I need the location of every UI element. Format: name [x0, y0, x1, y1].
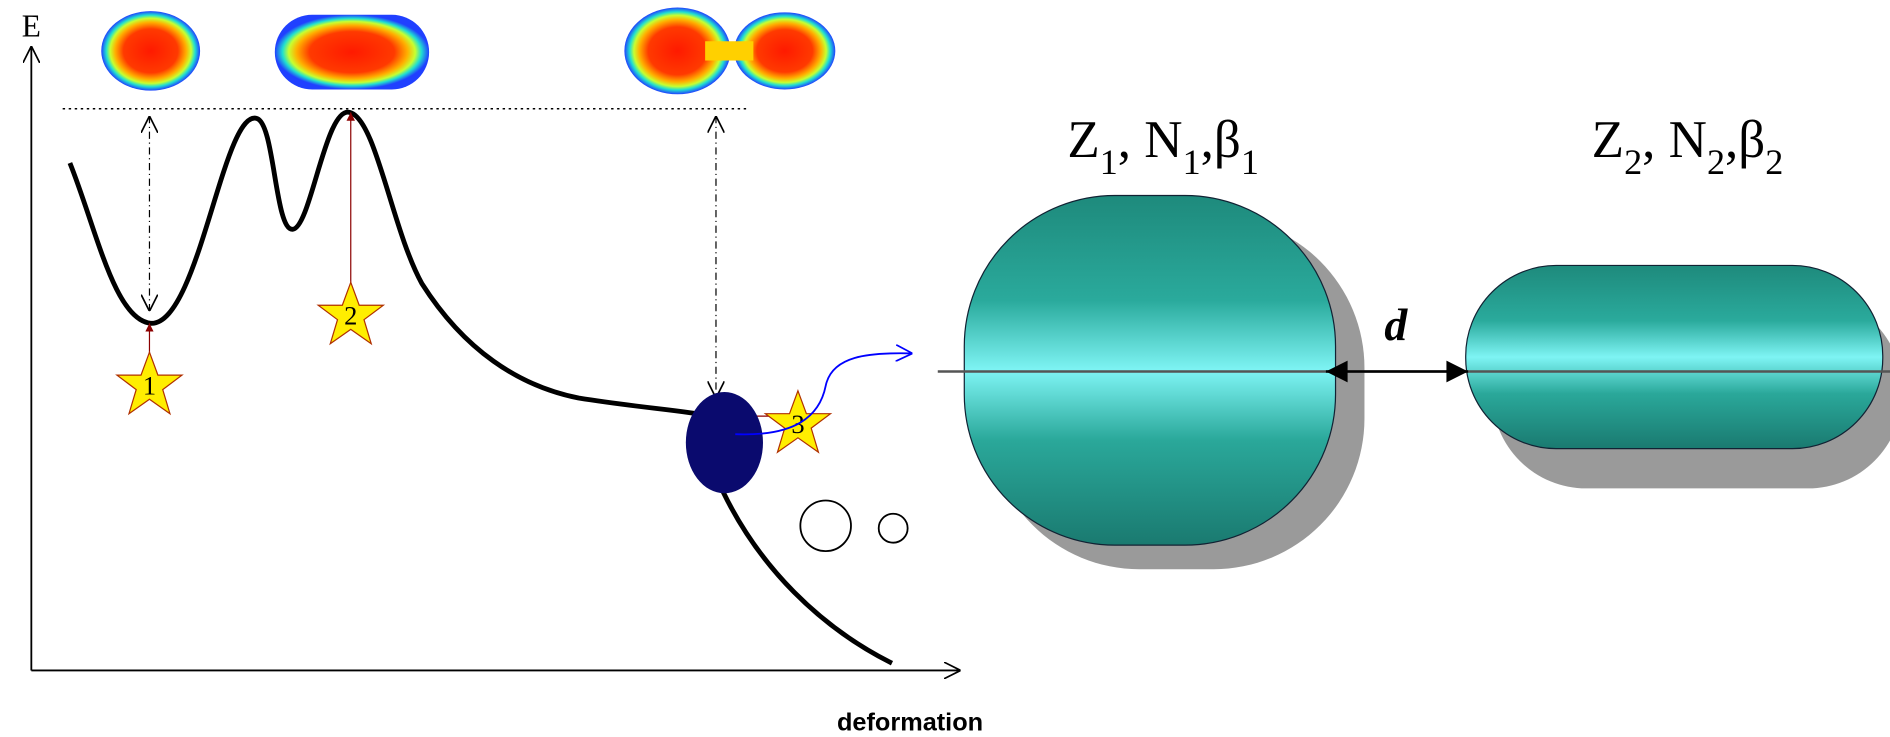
star: 1: [117, 352, 182, 413]
density-blob: [275, 15, 429, 90]
star: 2: [318, 282, 383, 343]
label-sub: 2: [1624, 142, 1642, 182]
fragment-circle: [800, 500, 851, 551]
fragment-2: [1466, 265, 1883, 448]
density-blob: [624, 7, 835, 94]
distance-label: d: [1384, 299, 1408, 350]
transition-arrow: [735, 353, 912, 434]
fragment-2-label: Z2, N2,β2: [1592, 111, 1784, 182]
label-sub: 2: [1707, 142, 1725, 182]
star-label: 2: [344, 301, 357, 331]
label-sub: 1: [1241, 142, 1259, 182]
y-axis-label: E: [22, 8, 41, 43]
label-sub: 2: [1765, 142, 1783, 182]
label-sub: 1: [1183, 142, 1201, 182]
diagram: E deformation 1 2 3 d Z1, N1,β1: [0, 0, 1890, 737]
scission-point: [686, 392, 763, 493]
label-part: ,β: [1725, 111, 1765, 169]
x-axis-label: deformation: [837, 709, 983, 737]
fragment-1-label: Z1, N1,β1: [1067, 111, 1259, 182]
fragment-circle: [879, 514, 908, 543]
label-part: Z: [1067, 111, 1099, 169]
density-blob: [101, 11, 200, 91]
label-part: Z: [1592, 111, 1624, 169]
star-label: 1: [143, 370, 156, 400]
energy-curve: [723, 492, 892, 663]
label-sub: 1: [1100, 142, 1118, 182]
energy-curve: [70, 112, 711, 416]
label-part: , N: [1118, 111, 1183, 169]
label-part: ,β: [1201, 111, 1241, 169]
label-part: , N: [1642, 111, 1707, 169]
